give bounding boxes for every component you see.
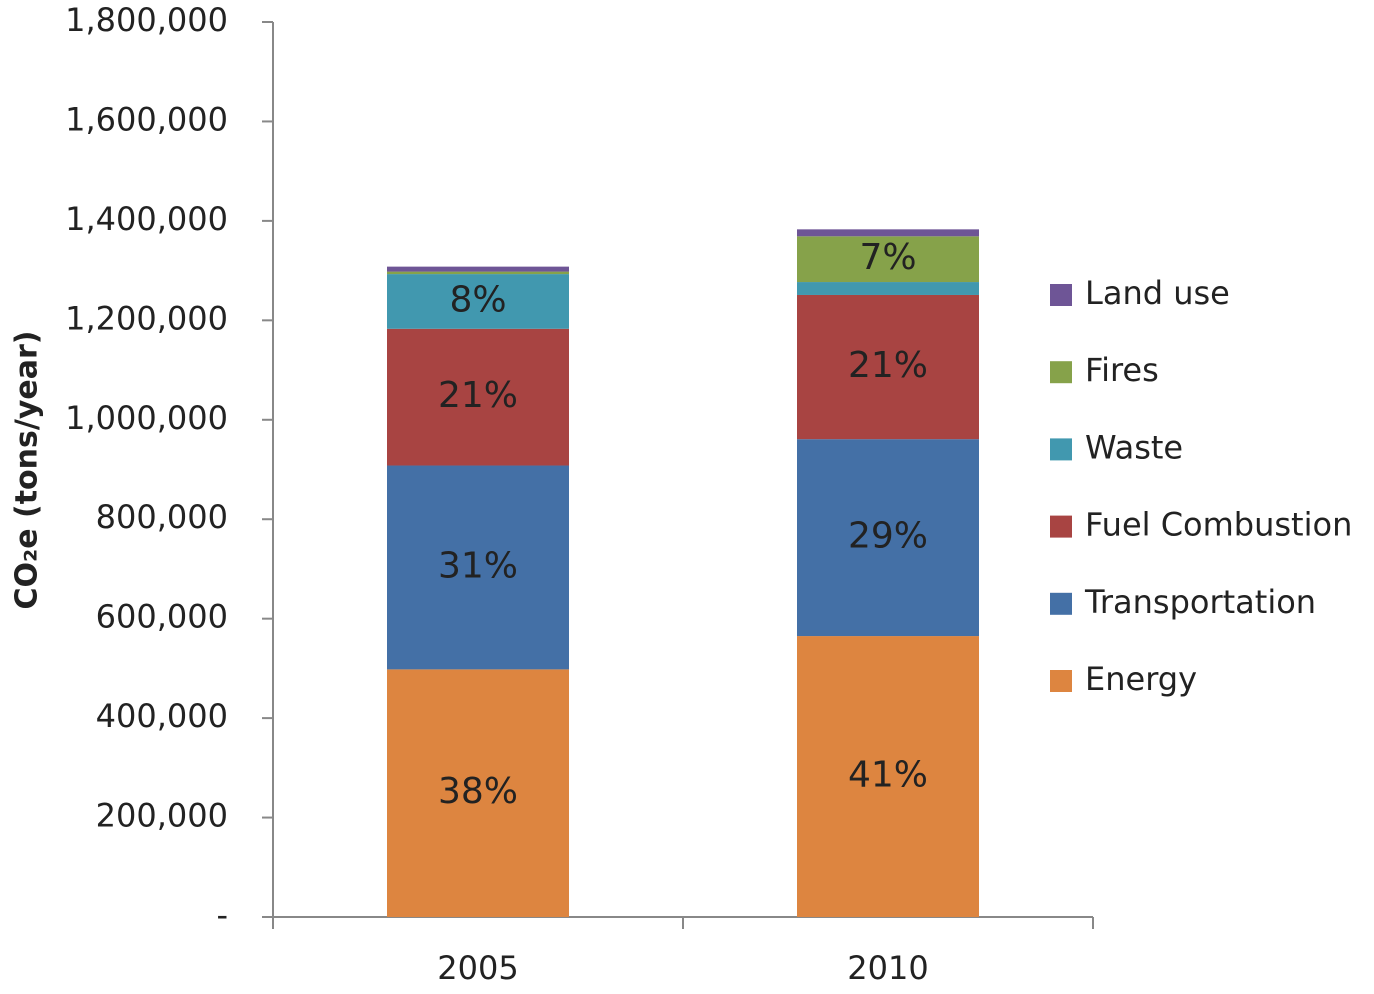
data-label: 41%: [848, 755, 928, 796]
y-tick-label: 800,000: [96, 498, 228, 536]
data-label: 29%: [848, 516, 928, 557]
legend-label: Fuel Combustion: [1085, 506, 1352, 544]
data-label: 8%: [449, 279, 506, 320]
bar-segment: [387, 266, 569, 272]
legend-label: Waste: [1085, 428, 1183, 466]
bar-segment: [387, 465, 569, 670]
bar-segment: [797, 439, 979, 637]
bar-segment: [797, 636, 979, 917]
legend-swatch: [1050, 592, 1072, 615]
y-tick-label: 200,000: [96, 797, 228, 835]
data-label: 21%: [438, 375, 518, 416]
legend-swatch: [1050, 284, 1072, 306]
y-tick-label: 400,000: [96, 697, 228, 735]
y-tick-label: 1,400,000: [65, 200, 228, 238]
bar-segment: [797, 294, 979, 440]
data-label: 31%: [438, 545, 518, 586]
data-label: 21%: [848, 345, 928, 386]
data-label: 38%: [438, 771, 518, 812]
y-tick-label: -: [216, 896, 228, 934]
bar-segment: [387, 274, 569, 329]
y-tick-label: 600,000: [96, 598, 228, 636]
legend-swatch: [1050, 670, 1072, 692]
bar-segment: [387, 669, 569, 917]
legend-swatch: [1050, 438, 1072, 461]
x-tick-label: 2010: [847, 949, 928, 987]
legend-label: Fires: [1085, 351, 1159, 389]
legend-swatch: [1050, 361, 1072, 384]
bar-segment: [797, 236, 979, 283]
legend-label: Transportation: [1084, 583, 1316, 621]
data-label: 7%: [859, 237, 916, 278]
legend-swatch: [1050, 515, 1072, 538]
bar-segment: [387, 328, 569, 466]
bar-segment: [797, 229, 979, 237]
bar-segment: [387, 271, 569, 275]
bar-segment: [797, 282, 979, 295]
y-axis-label: CO₂e (tons/year): [10, 331, 45, 610]
x-tick-label: 2005: [437, 949, 518, 987]
y-tick-label: 1,600,000: [65, 100, 228, 138]
legend-label: Energy: [1085, 660, 1197, 698]
y-tick-label: 1,800,000: [65, 1, 228, 39]
legend-label: Land use: [1085, 274, 1230, 312]
y-tick-label: 1,000,000: [65, 399, 228, 437]
y-tick-label: 1,200,000: [65, 299, 228, 337]
